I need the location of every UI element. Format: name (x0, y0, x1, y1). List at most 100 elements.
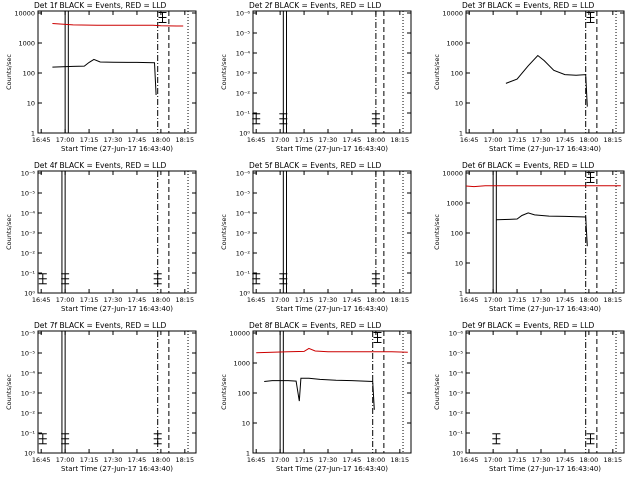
x-tick-label: 17:45 (556, 456, 575, 464)
y-tick-label: 10⁻⁴ (21, 370, 36, 378)
error-bar (492, 433, 501, 445)
x-tick-label: 17:15 (295, 456, 314, 464)
y-tick-label: 10⁻³ (236, 70, 251, 78)
series-line-events (52, 58, 157, 96)
y-tick-label: 100 (238, 390, 250, 398)
plot-frame (252, 330, 412, 454)
x-tick-label: 18:00 (580, 296, 599, 304)
x-tick-label: 17:30 (319, 296, 338, 304)
error-bar (371, 273, 380, 285)
y-tick-label: 10⁻³ (449, 390, 464, 398)
y-axis-label: Counts/sec (5, 54, 13, 90)
y-tick-label: 10⁻³ (236, 230, 251, 238)
x-axis-label: Start Time (27-Jun-17 16:43:40) (276, 305, 388, 313)
x-tick-label: 17:30 (532, 456, 551, 464)
x-tick-label: 17:45 (556, 136, 575, 144)
x-axis-label: Start Time (27-Jun-17 16:43:40) (489, 465, 601, 473)
chart-panel-9: Det 9f BLACK = Events, RED = LLD Counts/s… (433, 321, 625, 473)
error-bar (252, 113, 261, 125)
x-tick-label: 17:00 (484, 456, 503, 464)
y-tick-label: 10⁻⁶ (21, 330, 36, 338)
x-tick-label: 17:45 (343, 136, 362, 144)
y-tick-label: 10⁻¹ (21, 270, 36, 278)
y-tick-label: 10⁻⁵ (21, 350, 36, 358)
y-tick-label: 10⁻⁵ (236, 190, 251, 198)
y-tick-label: 1 (459, 290, 463, 298)
y-tick-label: 1000 (446, 40, 463, 48)
chart-panel-1: Det 1f BLACK = Events, RED = LLD Counts/s… (5, 1, 197, 153)
x-tick-label: 17:45 (128, 296, 147, 304)
x-tick-label: 17:15 (80, 136, 99, 144)
chart-title: Det 8f BLACK = Events, RED = LLD (249, 321, 382, 330)
y-tick-label: 10⁻² (236, 250, 251, 258)
y-tick-label: 1 (31, 130, 35, 138)
y-axis-label: Counts/sec (433, 54, 441, 90)
x-axis-label: Start Time (27-Jun-17 16:43:40) (276, 145, 388, 153)
x-tick-label: 18:00 (580, 136, 599, 144)
x-tick-label: 17:00 (271, 296, 290, 304)
x-tick-label: 17:00 (484, 296, 503, 304)
error-bar (279, 113, 288, 125)
x-tick-label: 18:15 (175, 456, 194, 464)
y-tick-label: 10⁻⁴ (236, 50, 251, 58)
y-tick-label: 10⁻² (449, 410, 464, 418)
y-tick-label: 10⁻⁶ (236, 170, 251, 178)
x-tick-label: 17:15 (80, 456, 99, 464)
x-tick-label: 17:45 (556, 296, 575, 304)
x-axis-label: Start Time (27-Jun-17 16:43:40) (61, 465, 173, 473)
error-bar (61, 433, 70, 445)
x-tick-label: 18:00 (367, 456, 386, 464)
x-tick-label: 17:30 (104, 456, 123, 464)
x-tick-label: 18:15 (390, 456, 409, 464)
chart-title: Det 6f BLACK = Events, RED = LLD (462, 161, 595, 170)
y-tick-label: 10⁻³ (21, 390, 36, 398)
y-axis-label: Counts/sec (220, 214, 228, 250)
x-tick-label: 16:45 (247, 456, 266, 464)
y-tick-label: 10⁰ (24, 290, 35, 298)
x-tick-label: 18:00 (367, 296, 386, 304)
plot-frame (37, 330, 197, 454)
y-tick-label: 1000 (233, 360, 250, 368)
plot-frame (37, 10, 197, 134)
chart-panel-2: Det 2f BLACK = Events, RED = LLD Counts/s… (220, 1, 412, 153)
y-tick-label: 10⁻⁵ (236, 30, 251, 38)
y-axis-label: Counts/sec (433, 374, 441, 410)
y-tick-label: 100 (451, 70, 463, 78)
x-tick-label: 18:15 (175, 296, 194, 304)
x-tick-label: 16:45 (460, 456, 479, 464)
chart-title: Det 3f BLACK = Events, RED = LLD (462, 1, 595, 10)
error-bar (373, 331, 382, 343)
chart-panel-4: Det 4f BLACK = Events, RED = LLD Counts/s… (5, 161, 197, 313)
y-tick-label: 10⁻⁵ (21, 190, 36, 198)
series-line-events (505, 54, 588, 107)
x-tick-label: 16:45 (247, 136, 266, 144)
y-tick-label: 10⁰ (452, 450, 463, 458)
x-tick-label: 17:00 (484, 136, 503, 144)
x-tick-label: 17:00 (56, 456, 75, 464)
y-tick-label: 10 (27, 100, 35, 108)
error-bar (38, 433, 47, 445)
x-tick-label: 17:15 (508, 296, 527, 304)
x-tick-label: 17:30 (532, 136, 551, 144)
error-bar (158, 11, 167, 23)
chart-title: Det 9f BLACK = Events, RED = LLD (462, 321, 595, 330)
plot-frame (37, 170, 197, 294)
plot-frame (252, 10, 412, 134)
series-line-events (264, 377, 375, 410)
y-tick-label: 10000 (442, 170, 463, 178)
y-tick-label: 10⁻³ (21, 230, 36, 238)
error-bar (153, 433, 162, 445)
y-tick-label: 100 (23, 70, 35, 78)
error-bar (61, 273, 70, 285)
x-tick-label: 17:30 (104, 296, 123, 304)
y-tick-label: 10⁰ (239, 130, 250, 138)
x-tick-label: 18:15 (603, 136, 622, 144)
chart-title: Det 4f BLACK = Events, RED = LLD (34, 161, 167, 170)
y-tick-label: 1 (459, 130, 463, 138)
x-tick-label: 17:15 (80, 296, 99, 304)
x-tick-label: 17:30 (319, 136, 338, 144)
x-tick-label: 16:45 (32, 296, 51, 304)
x-tick-label: 18:00 (152, 456, 171, 464)
error-bar (279, 273, 288, 285)
